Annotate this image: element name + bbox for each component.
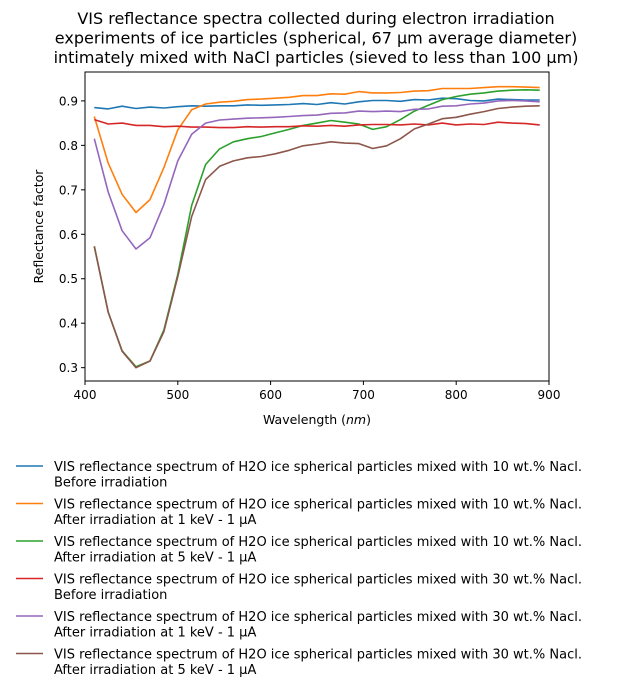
x-tick-label: 600	[259, 388, 282, 402]
legend-label-line: VIS reflectance spectrum of H2O ice sphe…	[54, 648, 582, 663]
y-tick-label: 0.8	[59, 139, 78, 153]
series-line-4	[94, 118, 540, 129]
series-line-1	[94, 97, 540, 110]
x-tick-label: 900	[538, 388, 561, 402]
legend-label-line: VIS reflectance spectrum of H2O ice sphe…	[54, 460, 582, 475]
legend-label-line: VIS reflectance spectrum of H2O ice sphe…	[54, 498, 582, 513]
legend: VIS reflectance spectrum of H2O ice sphe…	[16, 460, 582, 678]
y-tick-label: 0.7	[59, 183, 78, 197]
legend-label-line: After irradiation at 1 keV - 1 μA	[54, 513, 256, 528]
x-axis-ticks: 400 500 600 700 800 900	[74, 381, 561, 402]
y-axis-label: Reflectance factor	[31, 169, 46, 284]
x-axis-label: Wavelength (nm)	[263, 412, 371, 427]
series-line-3	[93, 89, 540, 368]
legend-label-line: After irradiation at 5 keV - 1 μA	[54, 663, 256, 678]
plot-frame	[84, 71, 550, 382]
legend-label-line: Before irradiation	[54, 476, 167, 491]
series-lines	[93, 85, 540, 369]
y-tick-label: 0.3	[59, 361, 78, 375]
legend-label-line: VIS reflectance spectrum of H2O ice sphe…	[54, 535, 582, 550]
legend-label-line: VIS reflectance spectrum of H2O ice sphe…	[54, 610, 582, 625]
chart-title-line: VIS reflectance spectra collected during…	[77, 9, 554, 28]
legend-label-line: After irradiation at 5 keV - 1 μA	[54, 551, 256, 566]
chart-title: VIS reflectance spectra collected during…	[54, 9, 579, 67]
series-line-6	[93, 105, 540, 369]
y-tick-label: 0.5	[59, 272, 78, 286]
x-tick-label: 500	[166, 388, 189, 402]
chart-title-line: experiments of ice particles (spherical,…	[55, 29, 577, 48]
y-tick-label: 0.9	[59, 94, 78, 108]
y-tick-label: 0.4	[59, 317, 78, 331]
x-tick-label: 700	[352, 388, 375, 402]
series-line-5	[93, 99, 540, 250]
x-tick-label: 400	[74, 388, 97, 402]
x-tick-label: 800	[445, 388, 468, 402]
chart-title-line: intimately mixed with NaCl particles (si…	[54, 48, 579, 67]
legend-label-line: Before irradiation	[54, 588, 167, 603]
y-axis-ticks: 0.3 0.4 0.5 0.6 0.7 0.8 0.9	[59, 94, 85, 375]
series-line-2	[93, 85, 540, 214]
legend-label-line: VIS reflectance spectrum of H2O ice sphe…	[54, 573, 582, 588]
y-tick-label: 0.6	[59, 228, 78, 242]
legend-label-line: After irradiation at 1 keV - 1 μA	[54, 626, 256, 641]
